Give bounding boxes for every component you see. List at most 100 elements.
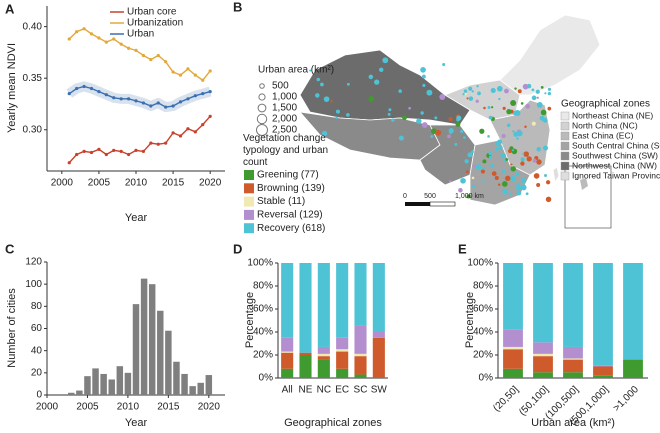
scale-label: 500 — [424, 193, 436, 200]
panel-label: B — [233, 0, 242, 14]
bar-segment — [281, 337, 294, 352]
point — [82, 27, 86, 31]
line — [68, 115, 211, 164]
y-tick-label: 0.30 — [23, 124, 43, 135]
zone-swatch — [560, 131, 570, 141]
bar — [197, 382, 204, 395]
bar-segment — [533, 372, 553, 378]
x-tick-label: NE — [299, 385, 313, 396]
map-city-dot — [476, 85, 479, 88]
y-tick-label: 40% — [253, 327, 273, 338]
map-city-dot — [502, 188, 509, 195]
zone-swatch — [560, 141, 570, 151]
map-region — [419, 124, 476, 186]
map-city-dot — [454, 142, 458, 146]
point — [141, 53, 146, 58]
point — [82, 149, 86, 154]
map-city-dot — [531, 95, 537, 101]
map-city-dot — [523, 151, 529, 157]
map-city-dot — [448, 116, 453, 122]
legend-label: Stable (11) — [257, 196, 305, 207]
map-city-dot — [483, 106, 486, 110]
bar-segment — [623, 359, 643, 378]
scale-label: 1,000 km — [455, 193, 484, 200]
map-city-dot — [455, 122, 461, 127]
map-city-dot — [439, 94, 446, 100]
map-city-dot — [495, 147, 499, 151]
bar-segment — [317, 346, 330, 354]
point — [104, 152, 108, 157]
y-tick-label: 60 — [31, 323, 43, 334]
bar-segment — [281, 351, 294, 353]
map-city-dot — [507, 148, 513, 154]
point — [156, 53, 160, 58]
scale-label: 0 — [403, 193, 407, 200]
bar-segment — [503, 329, 523, 347]
zone-label: Northwest China (NW) — [572, 160, 657, 170]
map-city-dot — [505, 175, 511, 182]
zone-swatch — [560, 121, 570, 131]
map-city-dot — [490, 87, 496, 93]
y-tick-label: 120 — [25, 257, 42, 268]
point — [178, 134, 183, 138]
map-city-dot — [388, 108, 392, 112]
map-city-dot — [512, 130, 515, 133]
map-city-dot — [535, 89, 540, 94]
point — [201, 78, 205, 82]
map-city-dot — [510, 175, 516, 182]
point — [67, 92, 71, 96]
x-tick-label: SC — [354, 385, 368, 396]
y-tick-label: 80% — [253, 281, 273, 292]
point — [156, 101, 160, 105]
bar — [132, 304, 140, 395]
inset-box — [564, 165, 612, 229]
bar-segment — [336, 337, 349, 350]
y-tick-label: 20 — [31, 367, 43, 378]
bar — [108, 379, 115, 395]
map-city-dot — [480, 169, 486, 174]
x-axis-label: Year — [125, 212, 148, 224]
bar-segment — [372, 337, 385, 378]
x-tick-label: 2015 — [162, 178, 185, 189]
size-legend-circle — [257, 103, 267, 113]
map-city-dot — [502, 106, 506, 110]
legend-swatch — [244, 209, 254, 220]
bar-segment — [563, 372, 583, 378]
map-city-dot — [516, 190, 522, 196]
point — [89, 86, 94, 91]
map-city-dot — [505, 158, 509, 161]
map-city-dot — [514, 87, 517, 90]
point — [193, 73, 197, 77]
map-city-dot — [545, 180, 551, 185]
point — [104, 40, 108, 44]
point — [67, 161, 71, 165]
map-city-dot — [472, 184, 476, 189]
legend-swatch — [244, 223, 254, 234]
y-tick-label: 80 — [31, 301, 43, 312]
map-city-dot — [448, 128, 454, 134]
map-city-dot — [516, 182, 520, 186]
map-city-dot — [482, 179, 485, 183]
point — [149, 104, 153, 108]
legend-label: Browning (139) — [257, 183, 325, 194]
size-legend-label: 1,500 — [272, 103, 297, 114]
bar-segment — [593, 375, 613, 378]
y-axis-label: Yearly mean NDVI — [6, 43, 18, 133]
map-city-dot — [491, 106, 494, 109]
point — [141, 101, 146, 105]
point — [89, 32, 94, 36]
bar-segment — [354, 325, 367, 354]
size-legend-label: 500 — [272, 81, 289, 92]
map-city-dot — [475, 99, 479, 103]
bar-segment — [533, 342, 553, 354]
size-legend-circle — [256, 124, 268, 136]
x-tick-label: 2010 — [125, 178, 148, 189]
bar-segment — [372, 332, 385, 338]
map-city-dot — [510, 166, 516, 172]
map-city-dot — [458, 188, 463, 193]
map-city-dot — [532, 158, 537, 163]
panel-label: C — [5, 241, 15, 256]
bar-segment — [372, 263, 385, 332]
point — [89, 150, 94, 155]
